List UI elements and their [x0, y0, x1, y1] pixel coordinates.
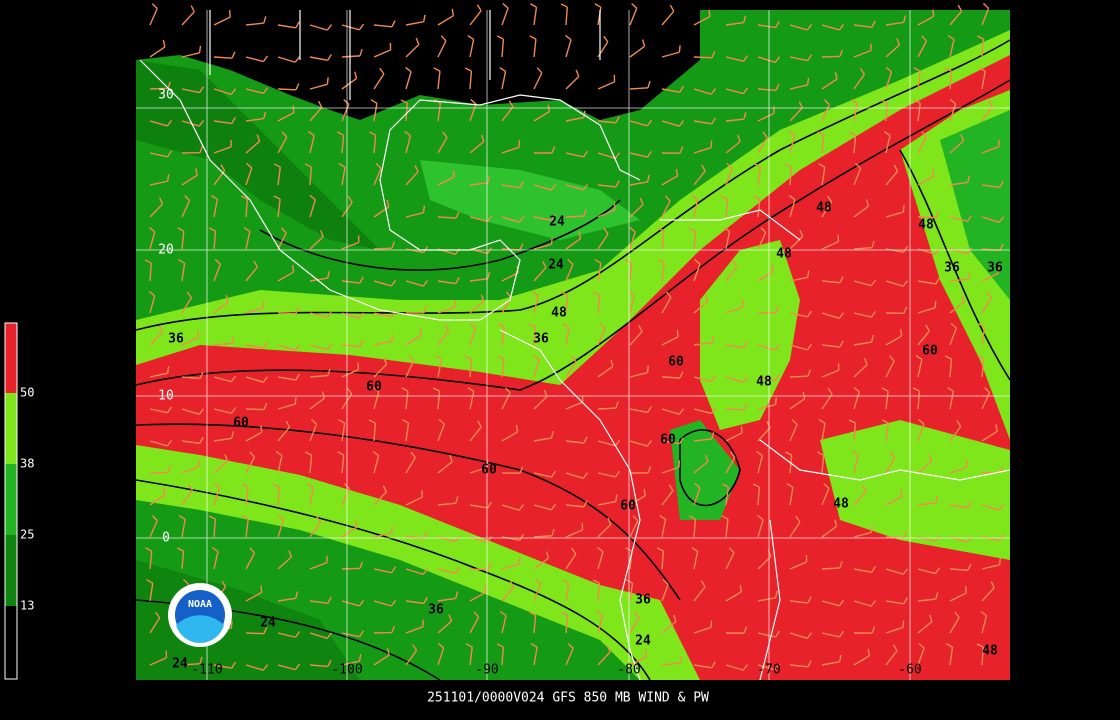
- contour-label: 48: [816, 201, 832, 216]
- contour-label: 48: [756, 375, 772, 390]
- contour-label: 60: [922, 344, 938, 359]
- barb-shaft: [150, 472, 168, 473]
- contour-label: 60: [660, 433, 676, 448]
- barb-shaft: [566, 216, 584, 217]
- contour-label: 48: [776, 247, 792, 262]
- barb-flag: [933, 9, 934, 16]
- barb-flag: [741, 426, 742, 433]
- contour-label: 36: [168, 332, 184, 347]
- barb-flag: [871, 525, 872, 532]
- barb-flag: [709, 10, 710, 17]
- contour-label: 60: [366, 380, 382, 395]
- barb-flag: [808, 78, 809, 85]
- barb-flag: [966, 586, 967, 593]
- barb-shaft: [598, 408, 616, 409]
- barb-flag: [903, 205, 904, 212]
- lat-label: 10: [158, 389, 174, 404]
- map-area: NOAA 3020100-110-100-90-80-70-6024244836…: [136, 3, 1010, 680]
- lon-label: -60: [898, 663, 921, 678]
- lat-label: 30: [158, 88, 174, 103]
- barb-flag: [293, 106, 294, 113]
- barb-shaft: [374, 248, 392, 249]
- colorbar: [5, 323, 17, 679]
- barb-flag: [1000, 558, 1001, 565]
- barb-shaft: [246, 409, 264, 410]
- barb-flag: [327, 77, 328, 84]
- barb-flag: [422, 490, 423, 497]
- lat-label: 20: [158, 243, 174, 258]
- barb-flag: [261, 585, 262, 592]
- barb-flag: [647, 366, 648, 373]
- contour-label: 60: [620, 499, 636, 514]
- barb-flag: [519, 557, 520, 564]
- barb-flag: [935, 301, 936, 308]
- lon-label: -80: [617, 663, 640, 678]
- colorbar-swatch: [5, 464, 17, 535]
- contour-label: 48: [918, 218, 934, 233]
- contour-label: 48: [982, 644, 998, 659]
- colorbar-swatch: [5, 323, 17, 393]
- contour-label: 36: [428, 603, 444, 618]
- barb-flag: [551, 238, 552, 245]
- barb-flag: [295, 397, 296, 404]
- contour-label: 36: [944, 261, 960, 276]
- barb-shaft: [662, 377, 680, 378]
- lon-label: -110: [191, 663, 222, 678]
- contour-label: 36: [635, 593, 651, 608]
- colorbar-label: 50: [20, 386, 34, 400]
- barb-flag: [231, 621, 232, 628]
- lon-label: -70: [757, 663, 780, 678]
- barb-flag: [774, 106, 775, 113]
- barb-shaft: [278, 89, 296, 90]
- map-title: 251101/0000V024 GFS 850 MB WIND & PW: [427, 691, 709, 706]
- barb-flag: [901, 490, 902, 497]
- barb-flag: [933, 169, 934, 176]
- barb-flag: [230, 10, 231, 17]
- barb-flag: [485, 586, 486, 593]
- colorbar-swatch: [5, 606, 17, 679]
- noaa-logo: NOAA: [168, 583, 232, 647]
- colorbar-swatch: [5, 535, 17, 606]
- barb-shaft: [694, 57, 712, 58]
- barb-flag: [423, 206, 424, 213]
- barb-flag: [261, 425, 262, 432]
- contour-label: 24: [260, 616, 276, 631]
- contour-label: 24: [635, 634, 651, 649]
- lat-label: 0: [162, 531, 170, 546]
- barb-shaft: [246, 633, 264, 634]
- colorbar-label: 38: [20, 457, 34, 471]
- colorbar-label: 13: [20, 599, 34, 613]
- colorbar-label: 25: [20, 528, 34, 542]
- contour-label: 60: [481, 463, 497, 478]
- lon-label: -100: [331, 663, 362, 678]
- barb-flag: [679, 45, 680, 52]
- contour-label: 60: [668, 355, 684, 370]
- contour-label: 24: [548, 258, 564, 273]
- barb-shaft: [822, 56, 840, 57]
- barb-shaft: [470, 569, 488, 570]
- contour-label: 24: [172, 657, 188, 672]
- barb-flag: [646, 650, 647, 657]
- barb-shaft: [342, 568, 360, 569]
- barb-flag: [453, 170, 454, 177]
- lon-label: -90: [475, 663, 498, 678]
- contour-label: 48: [833, 497, 849, 512]
- barb-flag: [263, 301, 264, 308]
- contour-label: 24: [549, 215, 565, 230]
- logo-text: NOAA: [188, 599, 212, 610]
- barb-flag: [677, 330, 678, 337]
- barb-flag: [775, 398, 776, 405]
- colorbar-swatch: [5, 393, 17, 464]
- contour-label: 36: [987, 261, 1003, 276]
- barb-flag: [200, 46, 201, 53]
- contour-label: 60: [233, 416, 249, 431]
- barb-shaft: [790, 376, 808, 377]
- contour-label: 36: [533, 332, 549, 347]
- contour-label: 48: [551, 306, 567, 321]
